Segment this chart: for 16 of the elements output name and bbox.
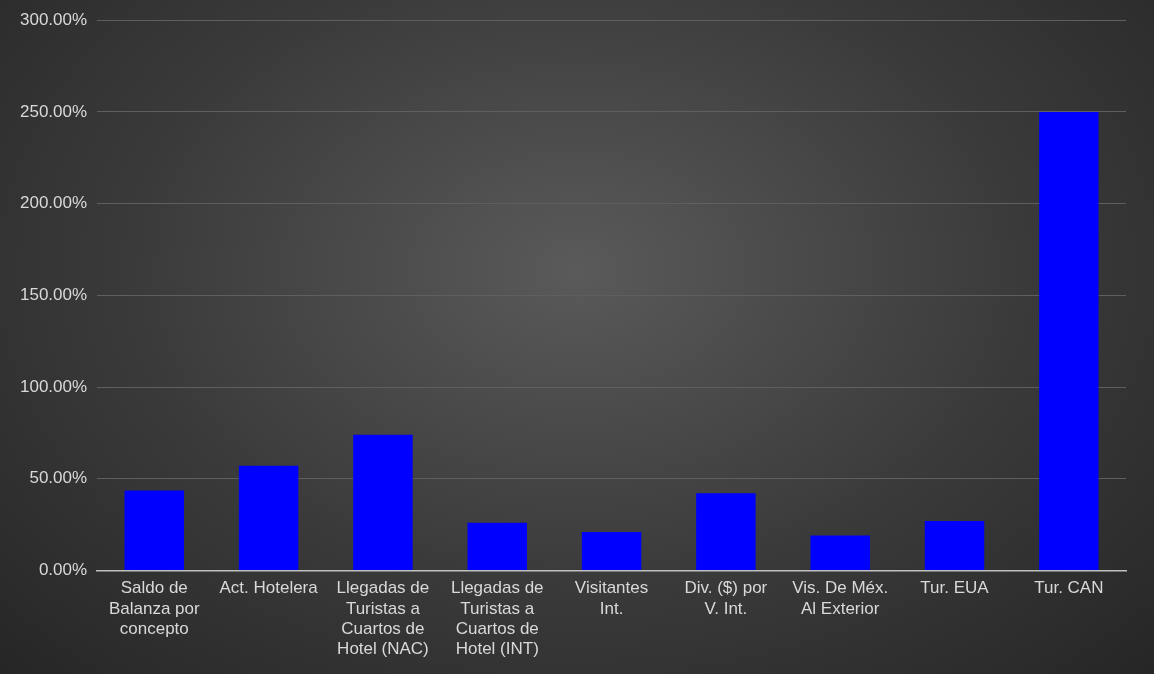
x-tick-label: Tur. CAN [1034,578,1104,598]
x-tick-label: Saldo de Balanza por concepto [108,578,200,639]
y-tick-label: 200.00% [19,193,88,213]
y-tick-label: 0.00% [38,560,88,580]
y-tick-label: 100.00% [19,376,88,396]
x-tick-label: Llegadas de Turistas a Cuartos de Hotel (INT) [450,578,544,659]
y-tick-label: 300.00% [19,9,88,29]
y-tick-label: 50.00% [29,468,88,488]
x-tick-label: Act. Hotelera [219,578,319,598]
y-tick-label: 150.00% [19,284,88,304]
x-tick-label: Visitantes Int. [574,578,649,618]
x-tick-label: Llegadas de Turistas a Cuartos de Hotel (NAC) [336,578,430,659]
x-tick-label: Vis. De Méx. Al Exterior [792,578,889,618]
x-tick-label: Tur. EUA [920,578,990,598]
y-tick-label: 250.00% [19,101,88,121]
x-tick-label: Div. ($) por V. Int. [684,578,768,618]
